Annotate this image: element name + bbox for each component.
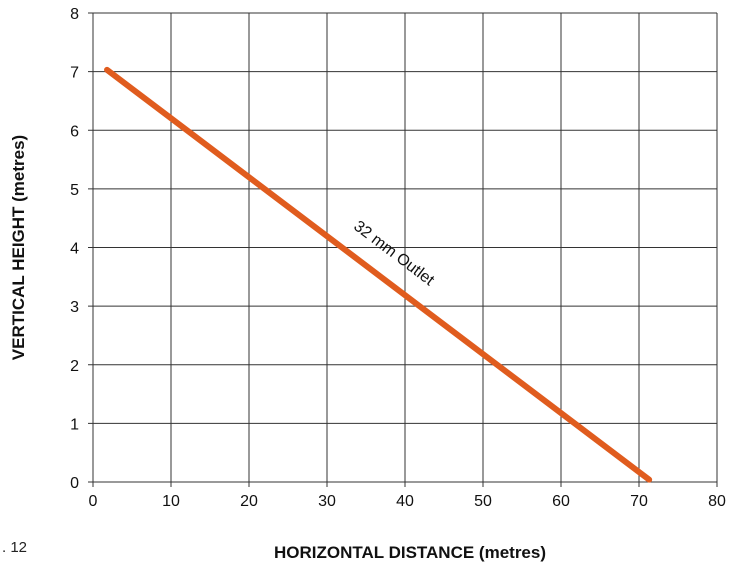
- page-number-fragment: . 12: [2, 539, 27, 556]
- y-tick-label: 2: [70, 358, 79, 375]
- x-tick-label: 20: [240, 493, 258, 510]
- y-tick-label: 1: [70, 416, 79, 433]
- x-tick-label: 50: [474, 493, 492, 510]
- y-tick-label: 7: [70, 65, 79, 82]
- y-tick-labels: 0 1 2 3 4 5 6 7 8: [70, 6, 79, 492]
- plot-area: [88, 12, 718, 487]
- x-tick-label: 0: [89, 493, 98, 510]
- x-tick-label: 60: [552, 493, 570, 510]
- y-tick-label: 4: [70, 241, 79, 258]
- y-tick-label: 5: [70, 182, 79, 199]
- x-tick-label: 70: [630, 493, 648, 510]
- y-tick-label: 6: [70, 123, 79, 140]
- y-tick-label: 0: [70, 475, 79, 492]
- y-tick-label: 8: [70, 6, 79, 23]
- x-axis-title: HORIZONTAL DISTANCE (metres): [274, 543, 546, 562]
- y-tick-label: 3: [70, 299, 79, 316]
- series-line: [104, 66, 653, 483]
- x-tick-label: 10: [162, 493, 180, 510]
- x-tick-labels: 0 10 20 30 40 50 60 70 80: [89, 493, 726, 510]
- x-tick-label: 80: [708, 493, 726, 510]
- x-tick-label: 30: [318, 493, 336, 510]
- series-layer: [104, 66, 653, 483]
- y-axis-title: VERTICAL HEIGHT (metres): [9, 135, 28, 360]
- x-tick-label: 40: [396, 493, 414, 510]
